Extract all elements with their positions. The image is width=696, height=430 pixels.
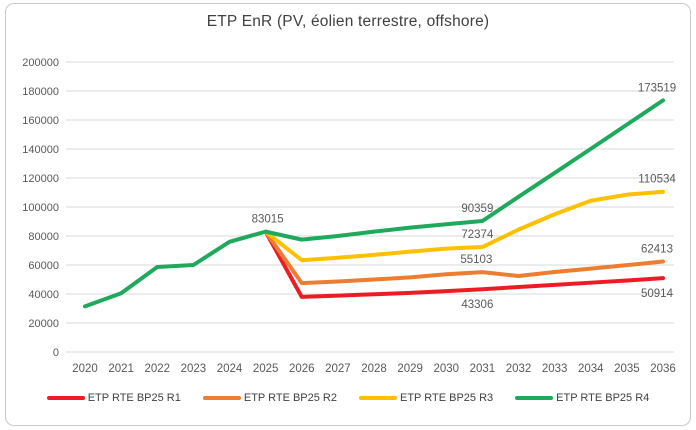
legend-label-r4: ETP RTE BP25 R4 [556,392,650,404]
data-label: 43306 [461,299,493,311]
x-axis-tick-label: 2036 [650,363,676,375]
y-axis-tick-label: 0 [53,347,59,359]
data-label: 62413 [641,244,673,256]
x-axis-tick-label: 2027 [325,363,351,375]
legend-label-r2: ETP RTE BP25 R2 [243,392,337,404]
x-axis-tick-label: 2030 [433,363,459,375]
series-line-r2 [263,229,665,286]
y-axis-tick-label: 120000 [22,173,59,185]
y-axis-tick-label: 100000 [22,202,59,214]
x-axis-tick-label: 2020 [72,363,98,375]
x-axis-tick-label: 2028 [361,363,387,375]
y-axis-tick-label: 180000 [22,86,59,98]
legend-label-r3: ETP RTE BP25 R3 [400,392,494,404]
series-line-r3 [263,189,665,263]
x-axis-tick-label: 2025 [253,363,279,375]
legend-swatch-r4 [515,395,554,401]
series-line-r1 [263,229,665,299]
y-axis-tick-label: 40000 [28,289,59,301]
x-axis-tick-label: 2023 [181,363,207,375]
x-axis-tick-label: 2021 [108,363,134,375]
legend-item-r4: ETP RTE BP25 R4 [515,392,649,404]
legend-item-r3: ETP RTE BP25 R3 [359,392,493,404]
y-axis-tick-label: 80000 [28,231,59,243]
y-axis-tick-label: 200000 [22,57,59,69]
data-label: 83015 [252,214,284,226]
data-label: 90359 [461,203,493,215]
x-axis-tick-label: 2034 [578,363,604,375]
data-label: 72374 [461,229,494,241]
data-label: 173519 [638,82,676,94]
legend-swatch-r3 [359,395,397,401]
x-axis-tick-label: 2026 [289,363,315,375]
y-axis-tick-label: 160000 [22,115,59,127]
x-axis-tick-label: 2031 [470,363,496,375]
legend-swatch-r2 [202,395,241,401]
data-label: 110534 [638,174,676,186]
y-axis-tick-label: 140000 [22,144,59,156]
x-axis-tick-label: 2024 [217,363,243,375]
chart-title: ETP EnR (PV, éolien terrestre, offshore) [206,13,490,30]
x-axis-tick-label: 2032 [506,363,532,375]
legend-label-r1: ETP RTE BP25 R1 [87,392,181,404]
data-label: 50914 [641,288,674,300]
x-axis-tick-label: 2029 [397,363,423,375]
figure-border [5,3,691,426]
chart-legend: ETP RTE BP25 R1 ETP RTE BP25 R2 ETP RTE BP… [0,392,696,404]
legend-item-r2: ETP RTE BP25 R2 [202,392,337,404]
legend-item-r1: ETP RTE BP25 R1 [46,392,181,404]
y-axis-tick-label: 60000 [28,260,59,272]
x-axis-tick-label: 2033 [542,363,568,375]
x-axis-tick-label: 2022 [144,363,170,375]
data-label: 55103 [460,254,492,266]
x-axis-tick-label: 2035 [614,363,640,375]
series-line-r4 [83,98,665,309]
y-axis-tick-label: 20000 [28,318,59,330]
legend-swatch-r1 [46,395,85,401]
